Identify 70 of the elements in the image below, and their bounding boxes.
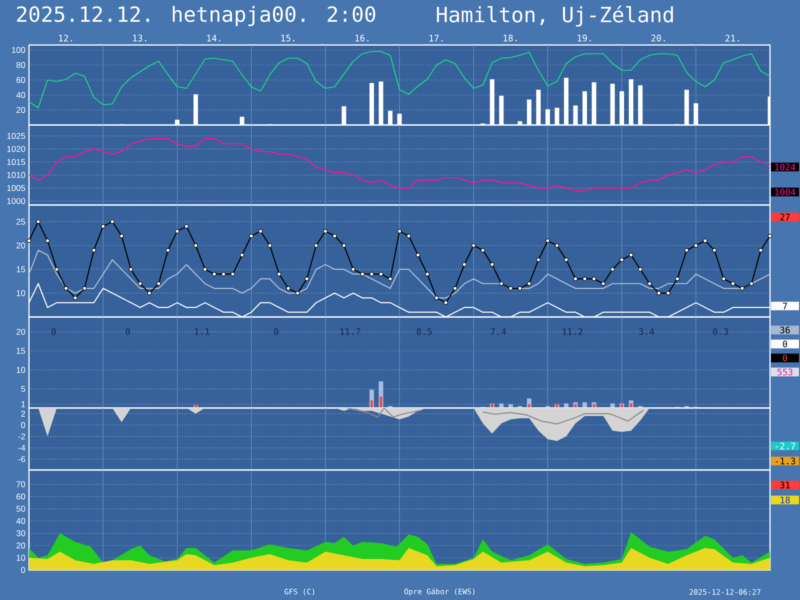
x-tick-label: 17.: [430, 34, 443, 42]
text: 27: [780, 214, 790, 220]
y-tick-label: 20: [16, 542, 26, 548]
y-tick-label: 80: [16, 62, 26, 68]
chart-subtitle: Hamilton, Uj-Zéland: [436, 5, 673, 27]
y-tick-label: 40: [16, 92, 26, 98]
text: -2.7: [776, 442, 796, 450]
annotation: 0: [126, 328, 130, 335]
x-tick-label: 21.: [726, 34, 739, 42]
annotation: 7.4: [490, 328, 506, 335]
y-tick-label: 1005: [7, 185, 26, 192]
y-tick-label: 20: [16, 106, 26, 113]
annotation: 11.2: [562, 328, 582, 335]
annotation: 1.1: [194, 328, 210, 335]
text: 1004: [775, 188, 796, 196]
annotation: 0.5: [416, 328, 432, 335]
y-tick-label: 1015: [7, 158, 26, 165]
y-tick-label: 1025: [7, 132, 26, 139]
y-tick-label: -6: [18, 456, 26, 462]
y-tick-label: 1: [21, 401, 26, 408]
x-tick-label: 19.: [578, 34, 591, 42]
text: 0: [782, 340, 788, 348]
x-tick-label: 13.: [133, 34, 146, 42]
y-tick-label: 60: [16, 77, 26, 83]
y-tick-label: 10: [16, 554, 26, 561]
text: -1.3: [776, 458, 796, 464]
y-tick-label: 70: [16, 481, 26, 488]
annotation: 3.4: [639, 328, 654, 335]
y-tick-label: 15: [16, 266, 26, 272]
y-tick-label: 20: [16, 242, 26, 248]
y-tick-label: 20: [16, 328, 26, 335]
y-tick-label: 50: [16, 506, 26, 512]
y-tick-label: 10: [16, 366, 26, 373]
text: 7: [782, 302, 788, 310]
x-tick-label: 20.: [651, 34, 665, 42]
x-tick-label: 12.: [59, 34, 72, 42]
y-tick-label: 2: [21, 410, 26, 417]
y-tick-label: 30: [16, 530, 26, 536]
annotation: 0: [52, 328, 56, 335]
x-tick-label: 15.: [281, 34, 294, 42]
bar: [508, 404, 513, 408]
bar: [528, 404, 530, 408]
text: 18: [780, 496, 790, 504]
y-tick-label: -2: [18, 433, 26, 440]
y-tick-label: 100: [12, 47, 26, 53]
x-tick-label: 16.: [355, 34, 368, 42]
y-tick-label: 0: [21, 566, 26, 573]
y-tick-label: 1020: [7, 146, 26, 152]
annotation: 0: [274, 328, 278, 335]
y-tick-label: 25: [16, 218, 26, 225]
y-tick-label: 0: [21, 422, 26, 428]
x-tick-label: 14.: [207, 34, 220, 42]
x-tick-label: 18.: [504, 34, 517, 42]
y-tick-label: 1010: [7, 172, 26, 178]
y-tick-label: 5: [21, 386, 26, 392]
text: 553: [778, 368, 792, 376]
y-tick-label: -4: [18, 444, 26, 451]
y-tick-label: 40: [16, 518, 26, 524]
text: 0: [782, 354, 788, 362]
chart-title: 2025.12.12. hetnapja00. 2:00: [17, 6, 376, 26]
annotation: 11.7: [340, 328, 360, 335]
y-tick-label: 60: [16, 494, 26, 500]
text: 36: [780, 326, 790, 334]
y-tick-label: 15: [16, 348, 26, 354]
y-tick-label: 10: [16, 290, 26, 296]
bar: [370, 400, 373, 408]
text: 31: [780, 482, 790, 488]
annotation: 0.3: [713, 328, 728, 335]
y-tick-label: 1000: [7, 198, 26, 204]
text: 1024: [775, 164, 796, 170]
